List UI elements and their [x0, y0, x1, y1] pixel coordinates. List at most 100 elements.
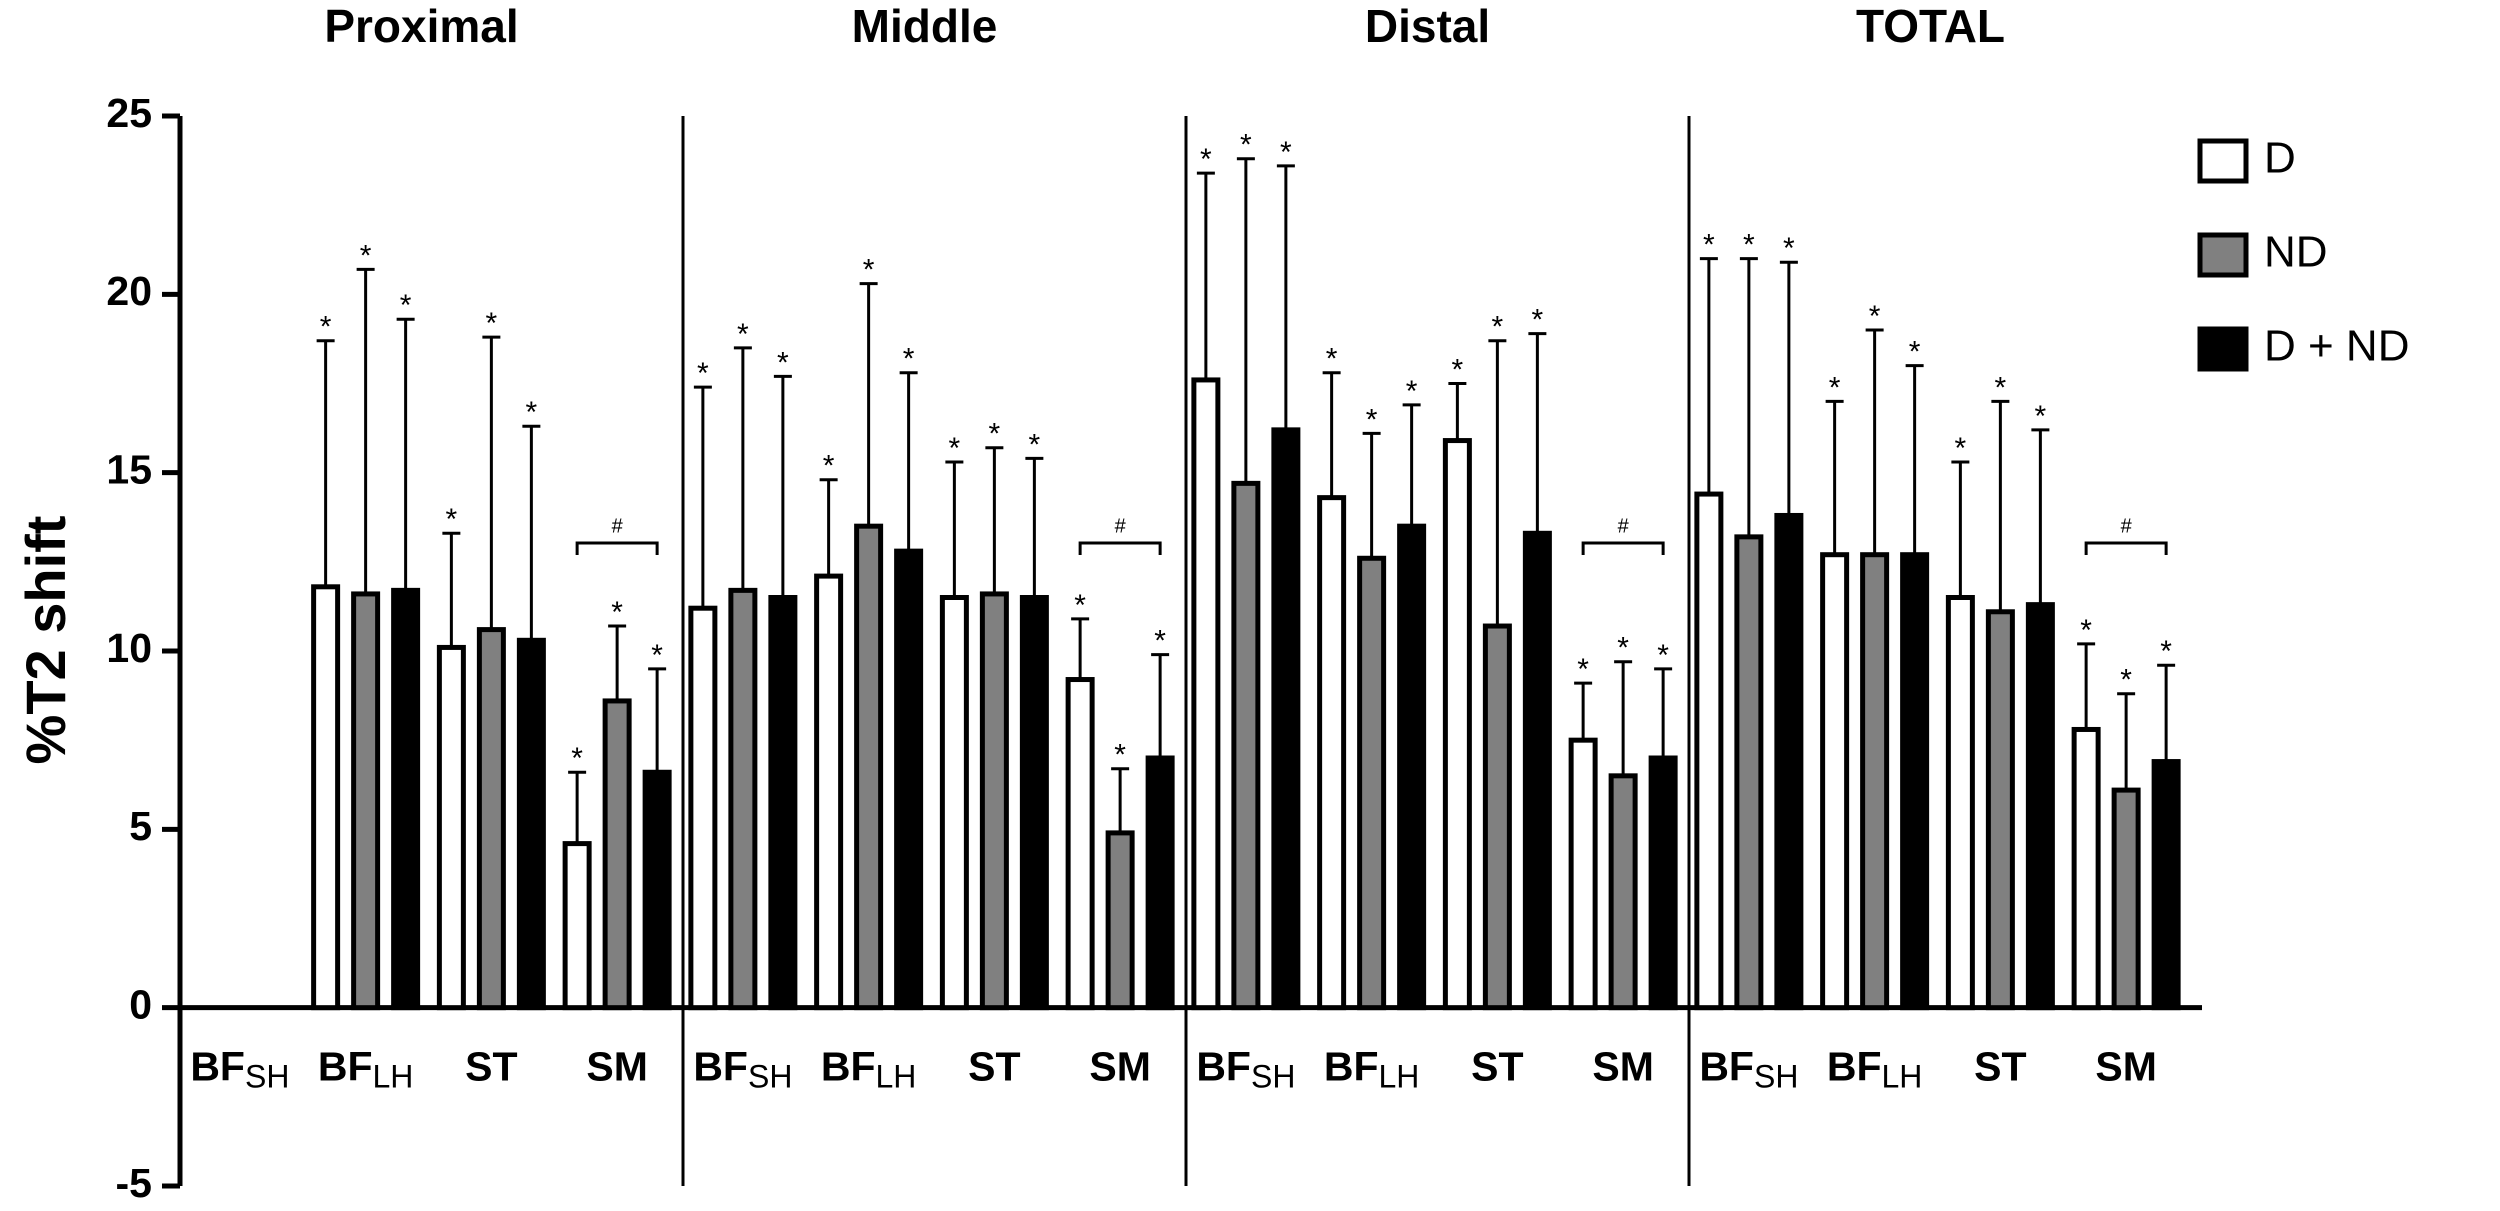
significance-marker: * [1240, 129, 1252, 162]
bar [1820, 552, 1850, 1011]
bracket [575, 541, 659, 555]
x-tick-label-main: ST [1974, 1043, 2026, 1089]
significance-marker: * [1366, 403, 1378, 436]
significance-marker: * [320, 311, 332, 344]
x-tick-label-sub: LH [1882, 1059, 1923, 1095]
bar [476, 627, 506, 1011]
bar [768, 595, 798, 1011]
y-tick-label: 0 [129, 981, 152, 1027]
x-tick-label: BFSH [1196, 1043, 1295, 1095]
significance-marker: * [1406, 375, 1418, 408]
y-tick-label: 25 [106, 90, 152, 136]
x-tick-label: BFSH [693, 1043, 792, 1095]
x-tick-label-main: ST [1471, 1043, 1523, 1089]
bar [979, 591, 1009, 1011]
significance-marker: * [611, 596, 623, 629]
significance-marker: * [360, 239, 372, 272]
bar [1105, 830, 1135, 1011]
significance-marker: * [1869, 300, 1881, 333]
bar [2025, 602, 2055, 1011]
legend-swatch [2197, 138, 2249, 184]
bar [351, 591, 381, 1011]
x-tick-label-main: BF [1699, 1043, 1754, 1089]
bar [1231, 480, 1261, 1011]
y-tick-label: -5 [116, 1160, 152, 1206]
x-tick-label-main: BF [190, 1043, 245, 1089]
bar [1694, 491, 1724, 1011]
significance-marker: * [777, 346, 789, 379]
bracket-label: # [1618, 515, 1630, 537]
significance-marker: * [1074, 589, 1086, 622]
bar [854, 523, 884, 1011]
significance-marker: * [526, 396, 538, 429]
significance-marker: * [1492, 311, 1504, 344]
bar [1357, 555, 1387, 1011]
bracket-label: # [1115, 515, 1127, 537]
significance-marker: * [1452, 353, 1464, 386]
significance-marker: * [1114, 739, 1126, 772]
x-tick-label: SM [2095, 1043, 2157, 1089]
bar [688, 605, 718, 1011]
x-tick-label: ST [1974, 1043, 2026, 1089]
bar [1317, 495, 1347, 1011]
bar [1271, 427, 1301, 1011]
significance-marker: * [1029, 428, 1041, 461]
significance-marker: * [1617, 632, 1629, 665]
significance-marker: * [2035, 400, 2047, 433]
y-tick-label: 15 [106, 446, 152, 492]
bar [642, 769, 672, 1011]
significance-marker: * [1703, 229, 1715, 262]
bar [2151, 759, 2181, 1011]
significance-marker: * [989, 418, 1001, 451]
bar [1397, 523, 1427, 1011]
significance-marker: * [949, 432, 961, 465]
significance-marker: * [1326, 343, 1338, 376]
significance-marker: * [1783, 232, 1795, 265]
x-tick-label-sub: SH [1754, 1059, 1798, 1095]
y-tick-label: 5 [129, 803, 152, 849]
bracket [1078, 541, 1162, 555]
bar [1734, 534, 1764, 1011]
significance-marker: * [1154, 624, 1166, 657]
significance-marker: * [571, 742, 583, 775]
bar [2071, 726, 2101, 1011]
bar [516, 637, 546, 1011]
x-tick-label-main: BF [318, 1043, 373, 1089]
bar [1145, 755, 1175, 1011]
x-tick-label-main: BF [821, 1043, 876, 1089]
significance-marker: * [1200, 143, 1212, 176]
x-tick-label: ST [968, 1043, 1020, 1089]
x-tick-label-main: BF [1196, 1043, 1251, 1089]
significance-marker: * [1743, 229, 1755, 262]
x-tick-label-sub: LH [1379, 1059, 1420, 1095]
bracket-label: # [2121, 515, 2133, 537]
bar [1648, 755, 1678, 1011]
x-tick-label-sub: SH [245, 1059, 289, 1095]
significance-marker: * [823, 450, 835, 483]
significance-marker: * [651, 639, 663, 672]
significance-marker: * [903, 343, 915, 376]
x-tick-label: SM [1592, 1043, 1654, 1089]
x-tick-label: BFSH [1699, 1043, 1798, 1095]
bar [391, 587, 421, 1011]
x-tick-label-sub: LH [373, 1059, 414, 1095]
x-tick-label: BFLH [318, 1043, 414, 1095]
bar [1860, 552, 1890, 1011]
significance-marker: * [737, 318, 749, 351]
x-tick-label-sub: LH [876, 1059, 917, 1095]
x-tick-label-sub: SH [748, 1059, 792, 1095]
x-tick-label-main: SM [586, 1043, 648, 1089]
significance-marker: * [1532, 303, 1544, 336]
significance-marker: * [400, 289, 412, 322]
bar [1945, 595, 1975, 1011]
bar [1019, 595, 1049, 1011]
panel-title: Proximal [324, 0, 518, 52]
legend-label: ND [2264, 228, 2328, 277]
legend-swatch [2197, 232, 2249, 278]
bar [1774, 512, 1804, 1011]
bar [1522, 530, 1552, 1011]
bar [2111, 787, 2141, 1011]
significance-marker: * [2120, 664, 2132, 697]
